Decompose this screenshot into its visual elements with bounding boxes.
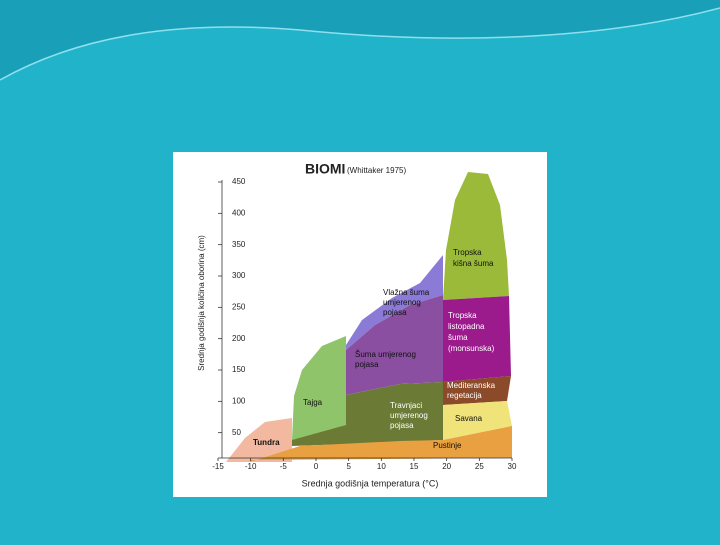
- x-tick-label: -15: [212, 462, 224, 471]
- y-axis-label: Srednja godišnja količina oborina (cm): [197, 235, 206, 371]
- region-labels: Tropska kišna šuma Vlažna šuma umjerenog…: [253, 248, 496, 450]
- mediterranean-region: [443, 376, 511, 405]
- y-tick-label: 100: [232, 396, 246, 405]
- region-label: Mediteranska: [447, 381, 496, 390]
- region-label: Tropska: [453, 248, 482, 257]
- region-label: pojasa: [355, 360, 379, 369]
- x-tick-label: 25: [475, 462, 484, 471]
- region-label: Tundra: [253, 438, 280, 447]
- y-tick-label: 50: [232, 428, 241, 437]
- temperate-rainforest-region: [346, 255, 443, 350]
- y-tick-label: 150: [232, 365, 246, 374]
- x-axis-label: Srednja godišnja temperatura (°C): [302, 478, 439, 488]
- savanna-region: [443, 401, 512, 440]
- y-tick-label: 200: [232, 334, 246, 343]
- y-tick-label: 450: [232, 177, 246, 186]
- region-label: kišna šuma: [453, 259, 494, 268]
- taiga-region: [292, 336, 346, 440]
- region-label: šuma: [448, 333, 468, 342]
- x-tick-label: 10: [377, 462, 386, 471]
- region-label: Travnjaci: [390, 401, 422, 410]
- temperate-forest-region: [346, 295, 443, 395]
- region-label: Šuma umjerenog: [355, 350, 416, 359]
- wave-line: [0, 7, 720, 81]
- region-label: Savana: [455, 414, 483, 423]
- y-tick-label: 300: [232, 271, 246, 280]
- x-tick-label: 5: [346, 462, 351, 471]
- x-tick-label: 0: [314, 462, 319, 471]
- x-tick-label: 15: [410, 462, 419, 471]
- region-label: listopadna: [448, 322, 485, 331]
- x-tick-label: 30: [508, 462, 517, 471]
- x-tick-label: 20: [442, 462, 451, 471]
- tropical-rainforest-region: [443, 172, 509, 300]
- x-tick-label: -5: [280, 462, 288, 471]
- region-label: pojasa: [390, 421, 414, 430]
- region-label: Pustinje: [433, 441, 462, 450]
- region-label: pojasa: [383, 308, 407, 317]
- biome-regions: [226, 172, 512, 462]
- region-label: Tropska: [448, 311, 477, 320]
- region-label: (monsunska): [448, 344, 495, 353]
- desert-region: [250, 426, 512, 462]
- tropical-seasonal-forest-region: [443, 296, 511, 382]
- y-tick-label: 350: [232, 240, 246, 249]
- region-label: Vlažna šuma: [383, 288, 430, 297]
- region-label: umjerenog: [383, 298, 421, 307]
- subtitle: (Whittaker 1975): [347, 166, 406, 175]
- x-tick-label: -10: [245, 462, 257, 471]
- title: BIOMI: [305, 161, 345, 177]
- wave-top: [0, 0, 720, 80]
- y-tick-label: 250: [232, 302, 246, 311]
- region-label: Tajga: [303, 398, 323, 407]
- region-label: umjerenog: [390, 411, 428, 420]
- temperate-grassland-region: [292, 382, 443, 446]
- tundra-region: [226, 418, 292, 462]
- y-tick-label: 400: [232, 208, 246, 217]
- region-label: regetacija: [447, 391, 482, 400]
